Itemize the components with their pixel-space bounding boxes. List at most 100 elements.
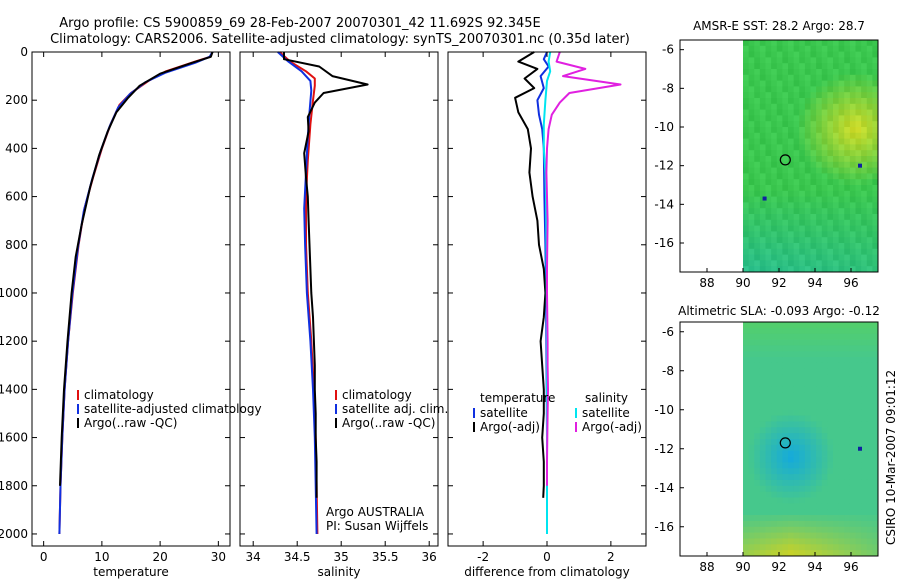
sst_map-cell: [861, 40, 868, 47]
sst_map-cell: [816, 208, 823, 215]
sla_map-cell: [866, 322, 873, 329]
salinity-panel: 34 34.5 35 35.5 36salinityclimatologysatelli…: [239, 51, 448, 579]
sla_map-cell: [765, 520, 772, 528]
sst_map-cell: [838, 40, 845, 47]
sla_map-cell: [788, 509, 795, 516]
sst_map-cell: [827, 243, 834, 250]
sla_map-cell: [799, 474, 806, 481]
sla_map-cell: [799, 357, 806, 364]
sla_map-cell: [776, 462, 783, 469]
sst_map-cell: [799, 57, 806, 64]
sst_map-cell: [788, 103, 795, 110]
sla_map-cell: [849, 409, 856, 416]
sla_map-cell: [844, 362, 851, 370]
sla_map-cell: [861, 485, 868, 493]
sst_map-cell: [838, 167, 845, 174]
sst_map-cell: [771, 109, 778, 116]
sst_map-cell: [793, 132, 800, 139]
sla_map-cell: [771, 374, 778, 381]
difference-xlabel: difference from climatology: [464, 565, 630, 579]
sla_map-cell: [849, 532, 856, 539]
sla_map-cell: [810, 485, 817, 493]
sst_map-cell: [759, 132, 766, 139]
sla_map-cell: [765, 415, 772, 422]
sst_map-cell: [827, 185, 834, 192]
sla_map-cell: [776, 327, 783, 335]
sla_map-cell: [821, 362, 828, 370]
sst_map-cell: [827, 150, 834, 157]
sst_map-cell: [804, 156, 811, 163]
sla_map-cell: [816, 520, 823, 528]
sla_map-cell: [844, 345, 851, 352]
sla_map-cell: [782, 550, 789, 557]
sst_map-cell: [782, 63, 789, 70]
sst_map-cell: [872, 115, 879, 122]
sst_map-cell: [754, 45, 761, 52]
sst_map-cell: [759, 266, 766, 273]
sst_map-cell: [799, 254, 806, 261]
sst_map-cell: [833, 144, 840, 151]
sst_map-cell: [765, 266, 772, 273]
sst_map-cell: [759, 173, 766, 180]
sla_map-xtick-label: 92: [771, 560, 786, 574]
sla_map-cell: [799, 509, 806, 516]
sst_map-cell: [810, 132, 817, 139]
sla_map-cell: [765, 322, 772, 329]
sla_map-cell: [827, 415, 834, 422]
sst_map-cell: [855, 173, 862, 180]
sla_map-cell: [838, 468, 845, 475]
sla_map-cell: [788, 403, 795, 411]
sst_map-cell: [855, 190, 862, 197]
sst_map-cell: [861, 190, 868, 197]
sla_map-cell: [821, 427, 828, 434]
sst_map-cell: [844, 173, 851, 180]
sst_map-cell: [849, 190, 856, 197]
sla_map-cell: [827, 427, 834, 434]
sla_map-cell: [838, 357, 845, 364]
sst_map-cell: [816, 57, 823, 64]
sla_map-cell: [833, 439, 840, 446]
sst_map-cell: [833, 248, 840, 255]
sla_map-cell: [793, 509, 800, 516]
sla_map-cell: [849, 398, 856, 405]
sst_map-cell: [799, 40, 806, 47]
sst_map-cell: [833, 80, 840, 87]
sla_map-cell: [754, 386, 761, 393]
sla_map-cell: [866, 433, 873, 440]
sst_map-cell: [833, 92, 840, 99]
sst_map-cell: [827, 69, 834, 76]
sla_map-cell: [804, 415, 811, 422]
sst_map-cell: [776, 179, 783, 186]
sla_map-cell: [782, 456, 789, 463]
sst_map-cell: [816, 132, 823, 139]
sst_map-cell: [861, 103, 868, 110]
sst_map-cell: [855, 57, 862, 64]
sla_map-cell: [872, 357, 879, 364]
sla_map-cell: [793, 409, 800, 416]
sla_map-cell: [799, 468, 806, 475]
sla_map-cell: [759, 415, 766, 422]
sla_map-cell: [788, 374, 795, 381]
sla_map-cell: [821, 491, 828, 498]
sla_map-cell: [782, 386, 789, 393]
sst_map-cell: [866, 98, 873, 105]
sla_map-cell: [782, 526, 789, 533]
sla_map-cell: [816, 409, 823, 416]
sst_map-cell: [793, 45, 800, 52]
sla_map-cell: [838, 520, 845, 528]
sla_map-cell: [799, 550, 806, 557]
sla_map-cell: [861, 398, 868, 405]
sla_map-cell: [782, 515, 789, 522]
sla_map-cell: [782, 357, 789, 364]
sla_map-cell: [776, 398, 783, 405]
sla_map-cell: [838, 392, 845, 399]
sla_map-cell: [838, 380, 845, 387]
sst_map-cell: [788, 237, 795, 244]
sla_map-cell: [776, 362, 783, 370]
sst_map-cell: [844, 150, 851, 157]
sst_map-cell: [776, 196, 783, 203]
sst_map-cell: [838, 190, 845, 197]
sla_map-cell: [849, 497, 856, 504]
sst_map-cell: [804, 74, 811, 81]
sst_map-cell: [782, 185, 789, 192]
